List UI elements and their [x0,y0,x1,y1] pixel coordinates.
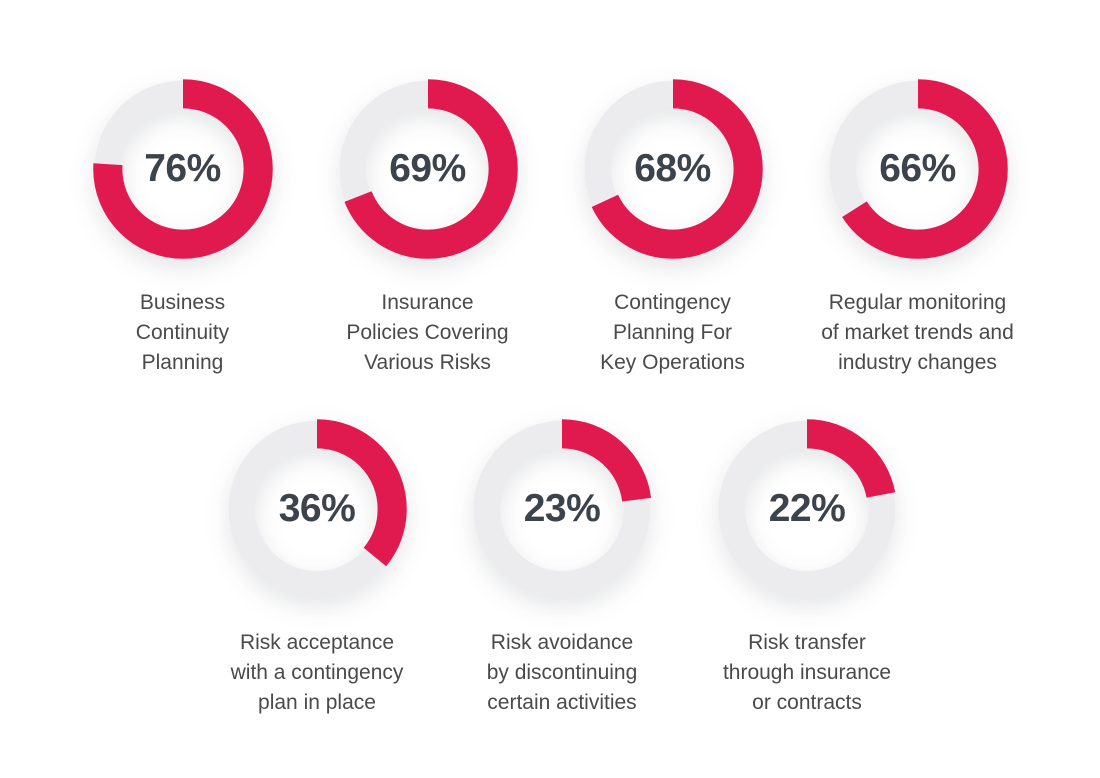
donut-label: Regular monitoring of market trends and … [821,291,1014,374]
donut-chart: 23% [468,415,656,603]
donut-value: 76% [144,147,221,190]
donut-arc [337,79,518,259]
donut-ring-graphic [582,79,763,259]
donut-arc [92,79,273,259]
donut-label: Business Continuity Planning [135,291,230,374]
donut-card: 23% Risk avoidance by discontinuing cert… [440,415,685,718]
donut-ring-graphic [337,79,518,259]
donut-card: 76% Business Continuity Planning [60,75,305,378]
donut-value: 66% [879,147,956,190]
donut-label: Risk transfer through insurance or contr… [722,631,892,714]
donut-ring-graphic [827,79,1008,259]
donut-row-bottom: 36% Risk acceptance with a contingency p… [12,415,1100,718]
donut-arc [582,79,763,259]
donut-chart: 36% [223,415,411,603]
donut-card: 22% Risk transfer through insurance or c… [685,415,930,718]
donut-chart: 76% [89,75,277,263]
donut-card: 68% Contingency Planning For Key Operati… [550,75,795,378]
donut-card: 69% Insurance Policies Covering Various … [305,75,550,378]
donut-card: 36% Risk acceptance with a contingency p… [195,415,440,718]
donut-value: 69% [389,147,466,190]
donut-arc [227,419,407,599]
donut-ring-graphic [472,419,652,599]
donut-card: 66% Regular monitoring of market trends … [795,75,1040,378]
donut-arc [717,419,897,599]
donut-chart: 68% [579,75,767,263]
donut-arc [472,419,652,599]
donut-chart: 22% [713,415,901,603]
donut-chart: 66% [824,75,1012,263]
donut-label: Insurance Policies Covering Various Risk… [346,291,509,374]
donut-value: 68% [634,147,711,190]
donut-chart: 69% [334,75,522,263]
donut-label: Risk avoidance by discontinuing certain … [486,631,638,714]
donut-ring-graphic [717,419,897,599]
donut-label: Risk acceptance with a contingency plan … [230,631,404,714]
donut-value: 36% [278,487,356,530]
donut-arc [827,79,1008,259]
donut-row-top: 76% Business Continuity Planning 69% Ins… [0,0,1100,378]
donut-value: 23% [523,487,601,530]
donut-label: Contingency Planning For Key Operations [600,291,745,374]
donut-ring-graphic [92,79,273,259]
donut-ring-graphic [227,419,407,599]
donut-value: 22% [768,487,846,530]
